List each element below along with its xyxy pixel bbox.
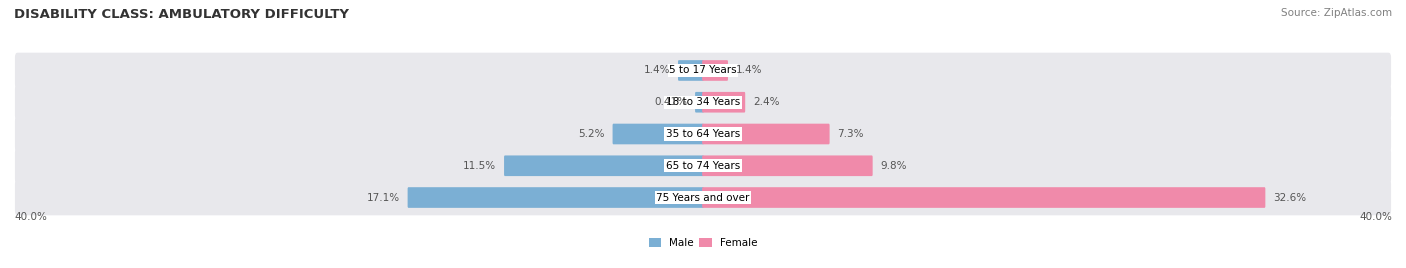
FancyBboxPatch shape	[15, 53, 1391, 88]
Text: 40.0%: 40.0%	[14, 212, 46, 222]
FancyBboxPatch shape	[695, 92, 704, 113]
Text: 2.4%: 2.4%	[754, 97, 779, 107]
Text: 11.5%: 11.5%	[463, 161, 496, 171]
Text: 40.0%: 40.0%	[1360, 212, 1392, 222]
Text: 5 to 17 Years: 5 to 17 Years	[669, 65, 737, 76]
Text: DISABILITY CLASS: AMBULATORY DIFFICULTY: DISABILITY CLASS: AMBULATORY DIFFICULTY	[14, 8, 349, 21]
Text: 7.3%: 7.3%	[838, 129, 863, 139]
FancyBboxPatch shape	[15, 148, 1391, 184]
Text: 65 to 74 Years: 65 to 74 Years	[666, 161, 740, 171]
Text: 32.6%: 32.6%	[1272, 192, 1306, 203]
Text: 0.41%: 0.41%	[654, 97, 688, 107]
Text: 35 to 64 Years: 35 to 64 Years	[666, 129, 740, 139]
FancyBboxPatch shape	[702, 60, 728, 81]
Text: 1.4%: 1.4%	[735, 65, 762, 76]
FancyBboxPatch shape	[702, 124, 830, 144]
FancyBboxPatch shape	[408, 187, 704, 208]
FancyBboxPatch shape	[702, 92, 745, 113]
FancyBboxPatch shape	[702, 155, 873, 176]
Text: 17.1%: 17.1%	[367, 192, 399, 203]
Text: 9.8%: 9.8%	[880, 161, 907, 171]
Text: Source: ZipAtlas.com: Source: ZipAtlas.com	[1281, 8, 1392, 18]
Text: 75 Years and over: 75 Years and over	[657, 192, 749, 203]
Text: 18 to 34 Years: 18 to 34 Years	[666, 97, 740, 107]
Text: 1.4%: 1.4%	[644, 65, 671, 76]
Legend: Male, Female: Male, Female	[644, 234, 762, 252]
FancyBboxPatch shape	[702, 187, 1265, 208]
Text: 5.2%: 5.2%	[578, 129, 605, 139]
FancyBboxPatch shape	[613, 124, 704, 144]
FancyBboxPatch shape	[15, 180, 1391, 215]
FancyBboxPatch shape	[15, 84, 1391, 120]
FancyBboxPatch shape	[15, 116, 1391, 152]
FancyBboxPatch shape	[505, 155, 704, 176]
FancyBboxPatch shape	[678, 60, 704, 81]
